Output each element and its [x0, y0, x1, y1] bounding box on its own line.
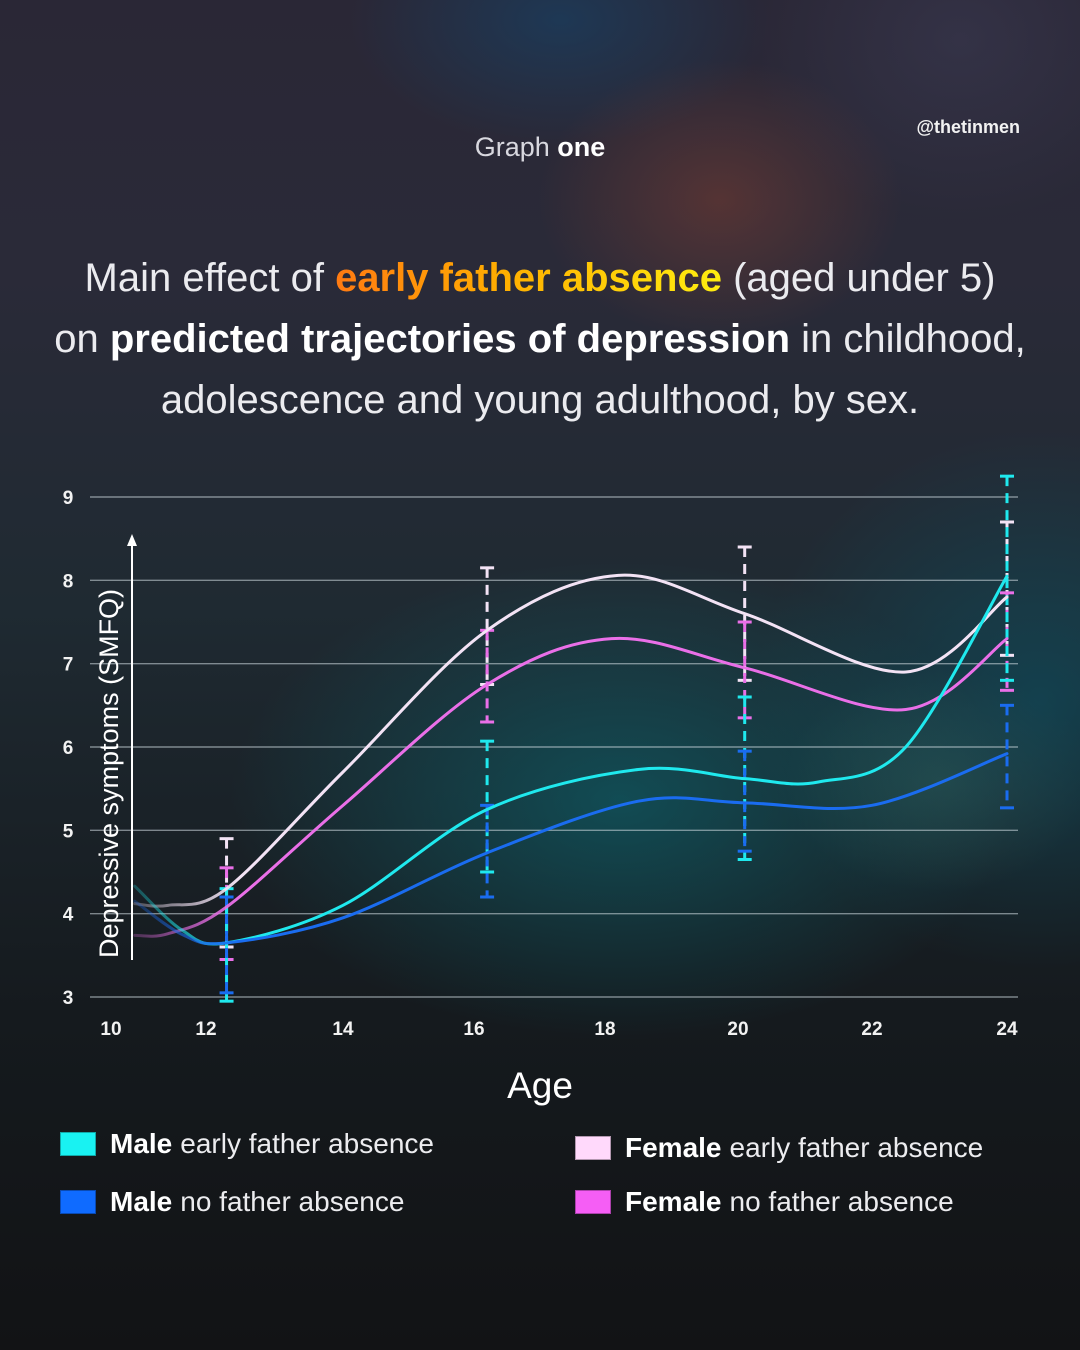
y-tick-label: 4	[63, 905, 74, 926]
error-bar	[737, 749, 752, 853]
legend-text: no father absence	[729, 1186, 954, 1217]
y-tick-label: 5	[63, 821, 74, 842]
x-tick-label: 16	[463, 1019, 484, 1040]
y-tick-label: 9	[63, 488, 74, 509]
x-tick-label: 22	[861, 1019, 882, 1040]
legend-text: no father absence	[180, 1186, 405, 1217]
y-tick-label: 7	[63, 655, 74, 676]
title-line1-pre: Main effect of	[84, 256, 324, 300]
legend-bold: Male	[110, 1128, 173, 1159]
y-tick-labels: 3 4 5 6 7 8 9	[63, 488, 74, 1009]
y-axis-arrow	[127, 534, 137, 960]
error-bar	[1000, 703, 1014, 810]
error-bar	[1000, 591, 1014, 692]
x-tick-label: 10	[100, 1019, 121, 1040]
account-handle: @thetinmen	[916, 117, 1020, 137]
title-line2-post: in childhood,	[801, 317, 1026, 361]
x-tick-label: 18	[594, 1019, 615, 1040]
y-tick-label: 8	[63, 571, 74, 592]
y-axis-label: Depressive symptoms (SMFQ)	[94, 589, 124, 958]
error-bar	[737, 695, 752, 861]
legend-item-female-no: Female no father absence	[575, 1186, 954, 1218]
title-highlight: early father absence	[335, 256, 722, 300]
x-tick-label: 20	[727, 1019, 748, 1040]
legend-bold: Male	[110, 1186, 173, 1217]
title-line-3: adolescence and young adulthood, by sex.	[160, 378, 920, 422]
legend: Male early father absence Male no father a…	[0, 1128, 1080, 1238]
legend-swatch-male-no	[60, 1190, 96, 1214]
error-bar	[480, 803, 495, 899]
legend-swatch-female-no	[575, 1190, 611, 1214]
legend-bold: Female	[625, 1186, 722, 1217]
error-bars	[219, 474, 1014, 1003]
x-tick-labels: 10 12 14 16 18 20 22 24	[100, 1019, 1018, 1040]
legend-swatch-female-early	[575, 1136, 611, 1160]
legend-swatch-male-early	[60, 1132, 96, 1156]
title-line2-pre: on	[54, 317, 99, 361]
title-line-2: on predicted trajectories of depression …	[40, 309, 1040, 370]
x-tick-label: 12	[195, 1019, 216, 1040]
legend-text: early father absence	[729, 1132, 984, 1163]
title-line-1: Main effect of early father absence (age…	[40, 248, 1040, 309]
kicker-bold: one	[557, 132, 606, 162]
series-line	[133, 573, 1009, 908]
title-line1-post: (aged under 5)	[733, 256, 996, 300]
line-chart: 3 4 5 6 7 8 9 10 12 14 16 18 20 22 24 Depressive symp…	[63, 474, 1018, 1106]
x-tick-label: 24	[996, 1019, 1018, 1040]
series-lines	[133, 573, 1009, 946]
gridlines	[90, 496, 1018, 998]
legend-item-male-early: Male early father absence	[60, 1128, 434, 1160]
x-axis-label: Age	[507, 1065, 573, 1106]
series-line	[133, 574, 1009, 946]
legend-text: early father absence	[180, 1128, 434, 1159]
series-line	[133, 752, 1009, 946]
chart-title: Main effect of early father absence (age…	[40, 248, 1040, 431]
kicker-light: Graph	[474, 132, 550, 162]
x-tick-label: 14	[332, 1019, 354, 1040]
error-bar	[480, 739, 495, 874]
graph-kicker: Graph one	[0, 132, 1080, 163]
series-line	[133, 636, 1009, 938]
legend-item-male-no: Male no father absence	[60, 1186, 404, 1218]
legend-bold: Female	[625, 1132, 722, 1163]
y-tick-label: 6	[63, 738, 74, 759]
error-bar	[219, 895, 234, 995]
y-tick-label: 3	[63, 988, 74, 1009]
legend-item-female-early: Female early father absence	[575, 1132, 983, 1164]
title-line2-bold: predicted trajectories of depression	[109, 317, 791, 361]
